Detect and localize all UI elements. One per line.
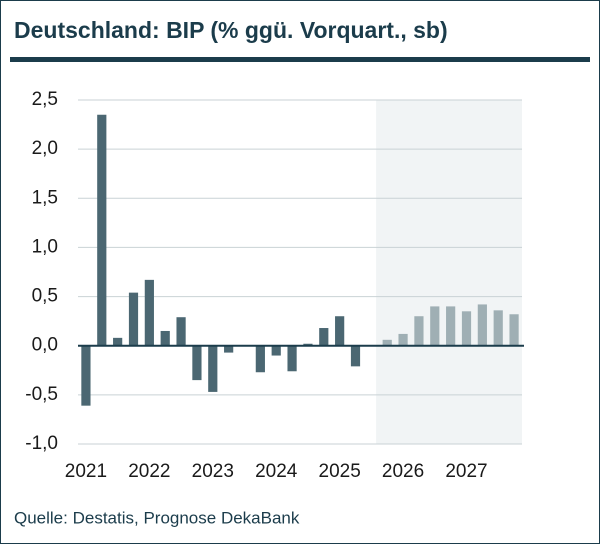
bar — [192, 345, 202, 381]
bar — [81, 345, 91, 406]
x-tick-label: 2026 — [382, 461, 424, 482]
chart-title: Deutschland: BIP (% ggü. Vorquart., sb) — [14, 17, 448, 43]
bar — [176, 317, 186, 346]
x-tick-label: 2024 — [255, 461, 298, 482]
bar — [144, 279, 154, 346]
bar — [446, 306, 456, 346]
bar — [128, 292, 139, 346]
x-tick-label: 2025 — [319, 461, 361, 482]
bar — [350, 345, 361, 367]
source-note: Quelle: Destatis, Prognose DekaBank — [14, 508, 300, 527]
bar — [160, 330, 170, 346]
bar — [430, 306, 440, 346]
bar — [335, 316, 345, 346]
y-tick-label: 2,0 — [32, 138, 58, 159]
y-tick-label: -1,0 — [25, 433, 58, 454]
forecast-shade — [376, 100, 522, 444]
title-rule — [10, 57, 590, 62]
bar — [287, 345, 297, 372]
bar — [97, 114, 107, 346]
y-tick-label: 1,5 — [32, 187, 58, 208]
bar — [461, 311, 472, 346]
bar — [208, 345, 218, 392]
plot-area: -1,0 -0,5 0,0 0,5 1,0 1,5 2,0 2,5 2021 2022 2023 20… — [25, 89, 524, 482]
x-tick-label: 2021 — [65, 461, 107, 482]
y-tick-label: 2,5 — [32, 89, 58, 110]
bar — [509, 314, 519, 346]
bar — [224, 345, 234, 353]
bar — [271, 345, 281, 356]
bar — [398, 333, 408, 346]
x-tick-label: 2027 — [445, 461, 487, 482]
bar — [493, 310, 503, 346]
y-tick-label: 0,0 — [32, 335, 58, 356]
bar — [477, 304, 487, 346]
y-tick-label: 1,0 — [32, 236, 58, 257]
bar — [382, 339, 392, 346]
x-tick-label: 2022 — [128, 461, 170, 482]
x-tick-label: 2023 — [192, 461, 234, 482]
bar — [319, 328, 329, 346]
bar — [113, 337, 123, 346]
bar — [414, 316, 424, 346]
y-tick-label: 0,5 — [32, 286, 58, 307]
bar — [255, 345, 265, 373]
y-tick-label: -0,5 — [25, 384, 58, 405]
